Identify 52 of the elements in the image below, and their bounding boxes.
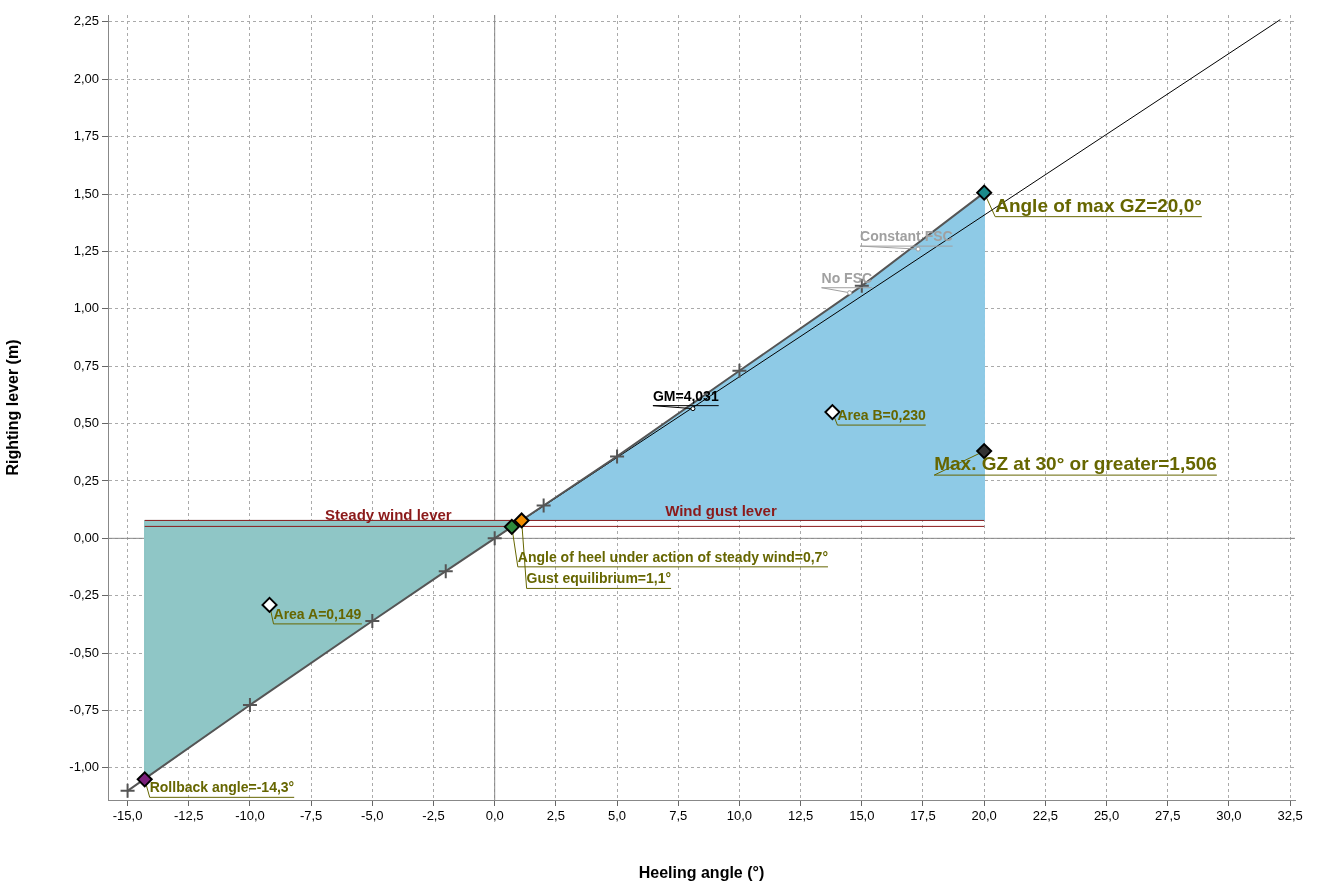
y-tick-label: 0,25 — [73, 472, 99, 488]
point — [486, 530, 503, 547]
y-tick-label: 0,50 — [73, 415, 99, 431]
annotation: Angle of max GZ=20,0° — [995, 194, 1202, 216]
y-tick-label: -0,25 — [69, 587, 99, 603]
y-tick-label: 0,75 — [73, 357, 99, 373]
x-tick-label: 17,5 — [910, 808, 936, 824]
point — [609, 448, 626, 465]
point — [364, 612, 381, 629]
point — [119, 782, 136, 799]
annotation: No FSC — [821, 269, 873, 286]
point — [535, 497, 552, 514]
x-tick-label: -7,5 — [299, 808, 323, 824]
x-tick-label: -2,5 — [422, 808, 445, 824]
x-tick-label: 22,5 — [1032, 808, 1059, 824]
y-axis-title: Righting lever (m) — [4, 339, 22, 476]
annotation: Gust equilibrium=1,1° — [526, 570, 672, 587]
x-tick-label: 30,0 — [1216, 808, 1242, 824]
y-tick-label: 1,75 — [73, 128, 99, 144]
series-label: Wind gust lever — [665, 502, 777, 520]
x-tick-label: -12,5 — [173, 808, 204, 824]
y-tick-label: 1,00 — [73, 300, 99, 316]
annotation: Area A=0,149 — [273, 605, 362, 622]
y-tick-label: -1,00 — [69, 759, 99, 775]
x-tick-label: 27,5 — [1155, 808, 1181, 824]
annotation: Rollback angle=-14,3° — [149, 779, 295, 796]
x-axis-title: Heeling angle (°) — [638, 863, 765, 881]
y-tick-label: -0,75 — [69, 702, 99, 718]
x-tick-label: 5,0 — [608, 808, 627, 824]
x-tick-label: 12,5 — [787, 808, 814, 824]
y-tick-label: 2,00 — [73, 70, 99, 86]
y-tick-label: -0,50 — [69, 644, 99, 660]
x-tick-label: 0,0 — [485, 808, 504, 824]
series-label: Steady wind lever — [324, 506, 452, 524]
annotation: Area B=0,230 — [837, 407, 926, 424]
point — [437, 563, 454, 580]
x-tick-label: 7,5 — [669, 808, 688, 824]
x-tick-label: 25,0 — [1093, 808, 1120, 824]
x-tick-label: 10,0 — [726, 808, 753, 824]
y-tick-label: 1,50 — [73, 185, 99, 201]
y-tick-label: 0,00 — [73, 529, 99, 545]
point — [241, 696, 258, 713]
x-tick-label: 20,0 — [971, 808, 997, 824]
x-tick-label: -5,0 — [361, 808, 384, 824]
x-tick-label: -10,0 — [235, 808, 265, 824]
x-tick-label: 15,0 — [849, 808, 875, 824]
x-tick-label: 2,5 — [546, 808, 565, 824]
y-tick-label: 1,25 — [73, 243, 99, 258]
point — [731, 362, 748, 379]
x-tick-label: -15,0 — [112, 808, 143, 824]
y-tick-label: 2,25 — [73, 13, 99, 29]
x-tick-label: 32,5 — [1277, 808, 1303, 824]
